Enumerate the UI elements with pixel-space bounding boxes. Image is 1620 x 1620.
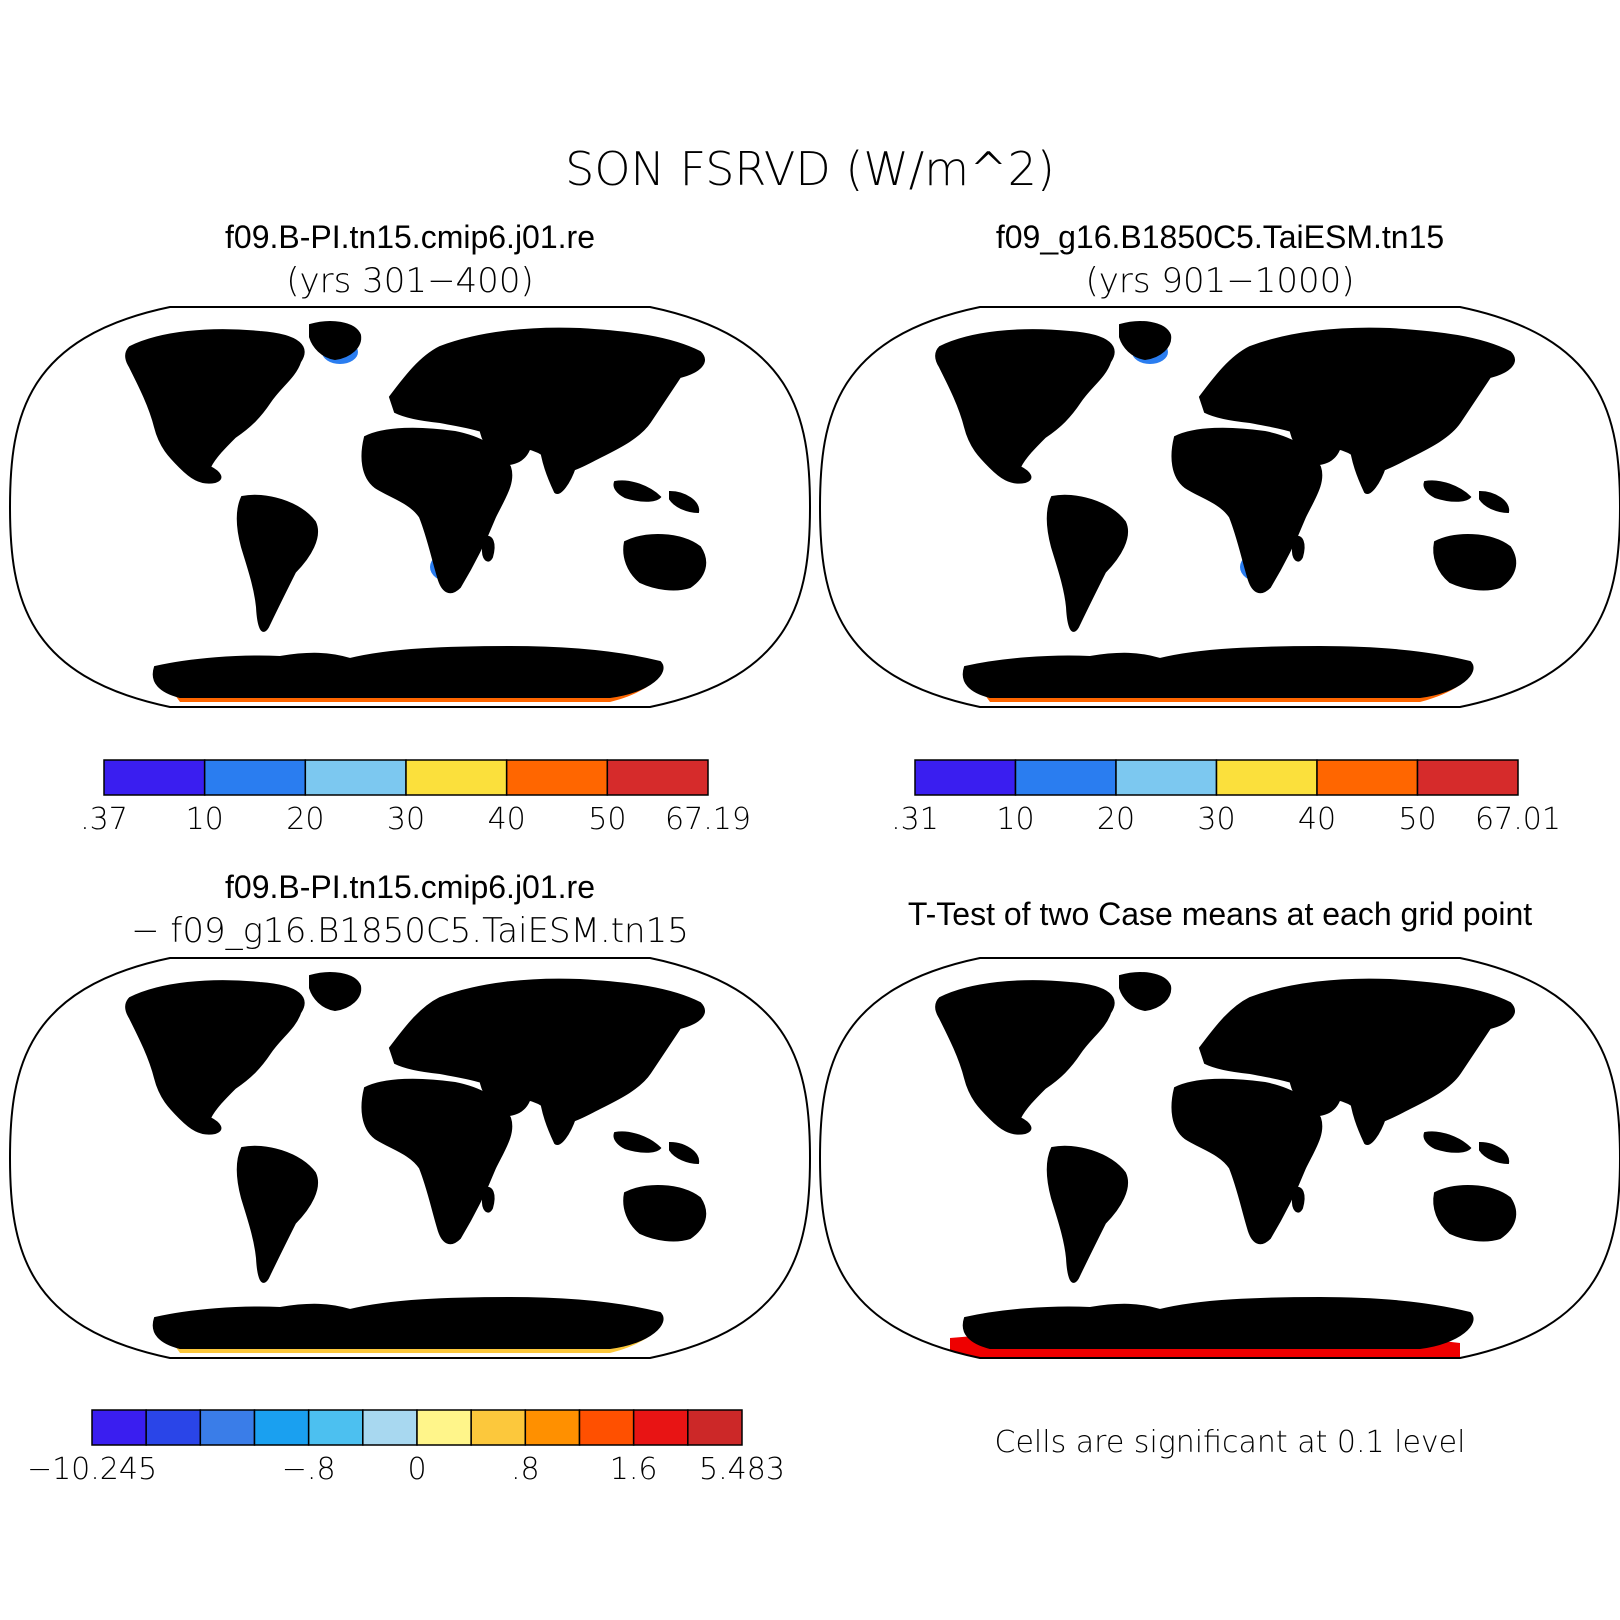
map-outline	[8, 306, 812, 708]
colorbar-label: −.8	[282, 1452, 336, 1487]
colorbar: −10.245 −.8 0 .8 1.6 5.483	[27, 1409, 785, 1487]
colorbar-box	[632, 1409, 689, 1446]
colorbar-label: 20	[286, 802, 324, 837]
colorbar-box	[1115, 759, 1218, 796]
colorbar-box	[199, 1409, 256, 1446]
colorbar-box	[578, 1409, 635, 1446]
panel-title: f09.B-PI.tn15.cmip6.j01.re	[225, 219, 595, 255]
colorbar-label: 10	[996, 802, 1034, 837]
colorbar-box	[362, 1409, 418, 1446]
significance-note: Cells are significant at 0.1 level	[995, 1425, 1466, 1460]
panel-4: T-Test of two Case means at each grid po…	[818, 896, 1620, 1460]
colorbar-box	[1014, 759, 1117, 796]
colorbar-label: .31	[891, 802, 939, 837]
main-title: SON FSRVD (W/m^2)	[565, 142, 1055, 196]
colorbar-box	[1316, 759, 1419, 796]
colorbar-box	[307, 1409, 364, 1446]
colorbar-label: 30	[387, 802, 425, 837]
colorbar-box	[91, 1409, 147, 1446]
colorbar-label: .8	[511, 1452, 540, 1487]
colorbar-label: .37	[80, 802, 128, 837]
colorbar-label: 30	[1197, 802, 1235, 837]
colorbar-box	[253, 1409, 310, 1446]
colorbar-label: 67.19	[665, 802, 751, 837]
colorbar-box	[524, 1409, 581, 1446]
colorbar: .31 10 20 30 40 50 67.01	[891, 759, 1561, 837]
panel-3: f09.B-PI.tn15.cmip6.j01.re − f09_g16.B185…	[8, 869, 812, 1487]
colorbar-label: 40	[488, 802, 526, 837]
map	[8, 306, 812, 708]
colorbar-label: 40	[1298, 802, 1336, 837]
colorbar-box	[203, 759, 307, 796]
colorbar-box	[687, 1409, 743, 1446]
panel-subtitle: − f09_g16.B1850C5.TaiESM.tn15	[131, 911, 689, 951]
colorbar-label: 5.483	[699, 1452, 785, 1487]
colorbar-box	[470, 1409, 527, 1446]
colorbar-box	[914, 759, 1017, 796]
panel-title: f09_g16.B1850C5.TaiESM.tn15	[996, 219, 1444, 255]
panel-1: f09.B-PI.tn15.cmip6.j01.re (yrs 301−400).…	[8, 219, 812, 837]
map-outline	[818, 306, 1620, 708]
panel-title: T-Test of two Case means at each grid po…	[908, 896, 1532, 932]
colorbar-label: 50	[588, 802, 626, 837]
colorbar-label: 20	[1097, 802, 1135, 837]
colorbar-box	[416, 1409, 472, 1446]
colorbar-label: 1.6	[610, 1452, 658, 1487]
colorbar-box	[505, 759, 609, 796]
colorbar-label: 67.01	[1475, 802, 1561, 837]
map	[818, 957, 1620, 1359]
colorbar-box	[606, 759, 709, 796]
panel-2: f09_g16.B1850C5.TaiESM.tn15 (yrs 901−1000…	[818, 219, 1620, 837]
map-outline	[8, 957, 812, 1359]
panel-subtitle: (yrs 301−400)	[286, 261, 533, 301]
colorbar-label: 50	[1398, 802, 1436, 837]
colorbar-label: −10.245	[27, 1452, 157, 1487]
colorbar-box	[145, 1409, 202, 1446]
colorbar-box	[1215, 759, 1318, 796]
colorbar: .37 10 20 30 40 50 67.19	[80, 759, 751, 837]
colorbar-label: 10	[186, 802, 224, 837]
map-outline	[818, 957, 1620, 1359]
colorbar-box	[405, 759, 508, 796]
colorbar-box	[103, 759, 206, 796]
panel-title: f09.B-PI.tn15.cmip6.j01.re	[225, 869, 595, 905]
map	[8, 957, 812, 1359]
map	[818, 306, 1620, 708]
colorbar-label: 0	[407, 1452, 426, 1487]
colorbar-box	[304, 759, 407, 796]
panel-subtitle: (yrs 901−1000)	[1085, 261, 1354, 301]
colorbar-box	[1416, 759, 1519, 796]
